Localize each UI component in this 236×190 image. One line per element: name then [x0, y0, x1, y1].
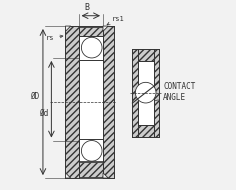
Circle shape — [81, 141, 102, 161]
Polygon shape — [103, 26, 108, 31]
Circle shape — [81, 37, 102, 58]
Bar — [79, 26, 103, 45]
Bar — [79, 27, 103, 37]
Polygon shape — [103, 173, 108, 178]
Text: rs: rs — [46, 35, 63, 41]
Bar — [132, 49, 138, 137]
Text: rs1: rs1 — [107, 16, 124, 25]
Text: B: B — [84, 3, 89, 12]
Text: Ød: Ød — [39, 109, 49, 118]
Bar — [138, 125, 154, 137]
Bar — [79, 161, 103, 177]
Bar — [79, 139, 103, 162]
Text: CONTACT
ANGLE: CONTACT ANGLE — [163, 82, 195, 102]
Bar — [154, 49, 159, 137]
Polygon shape — [65, 173, 71, 178]
Bar — [103, 26, 114, 178]
Bar — [79, 58, 103, 141]
Text: ØD: ØD — [30, 92, 39, 101]
Bar — [138, 49, 154, 61]
Polygon shape — [65, 26, 71, 31]
Bar — [138, 61, 154, 125]
Circle shape — [135, 82, 156, 103]
Bar — [65, 26, 79, 178]
Bar — [79, 36, 103, 60]
